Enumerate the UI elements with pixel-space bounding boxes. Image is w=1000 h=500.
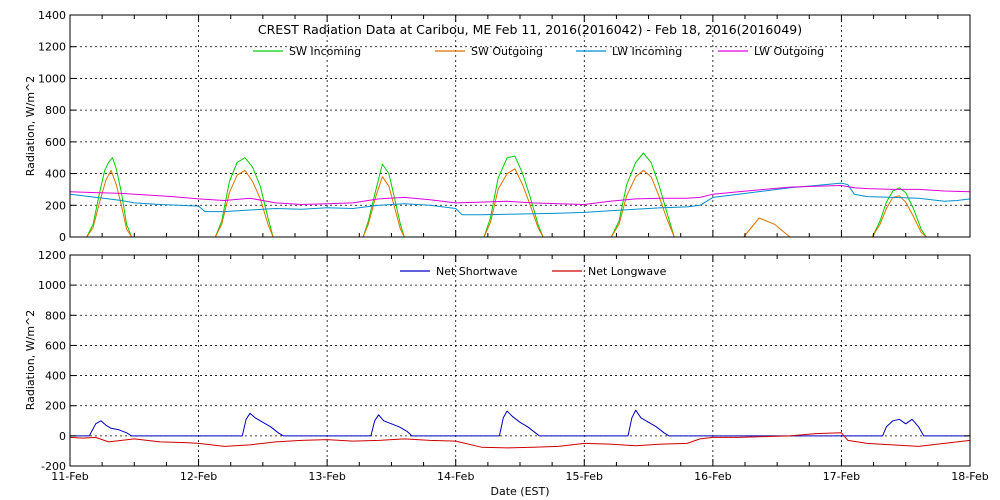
bottom-y-tick-label: 600 xyxy=(45,339,66,352)
top-y-axis-label: Radiation, W/m^2 xyxy=(24,76,37,177)
legend-label-sw-incoming: SW Incoming xyxy=(289,45,361,58)
bottom-panel-frame xyxy=(69,254,971,467)
top-y-tick-label: 1200 xyxy=(38,41,66,54)
bottom-y-axis-label: Radiation, W/m^2 xyxy=(24,310,37,411)
x-tick-label: 14-Feb xyxy=(437,470,474,483)
bottom-y-tick-label: 400 xyxy=(45,370,66,383)
top-y-tick-label: 400 xyxy=(45,168,66,181)
top-y-tick-label: 800 xyxy=(45,104,66,117)
series-sw-outgoing xyxy=(70,168,970,238)
x-tick-label: 12-Feb xyxy=(180,470,217,483)
top-y-tick-label: 1400 xyxy=(38,9,66,22)
x-tick-label: 18-Feb xyxy=(951,470,988,483)
bottom-y-tick-label: 800 xyxy=(45,309,66,322)
series-lw-outgoing xyxy=(69,185,971,205)
bottom-y-tick-label: 1200 xyxy=(38,249,66,262)
bottom-y-tick-label: 0 xyxy=(59,430,66,443)
series-sw-incoming xyxy=(70,152,970,238)
series-net-longwave xyxy=(69,432,971,449)
top-panel: 0 200 400 600 800 1000 1200 1400 CREST Radiatio… xyxy=(24,9,971,244)
x-tick-label: 13-Feb xyxy=(308,470,345,483)
bottom-y-tick-label: -200 xyxy=(41,460,66,473)
bottom-y-tick-label: 200 xyxy=(45,400,66,413)
top-y-tick-label: 1000 xyxy=(38,72,66,85)
top-y-tick-label: 600 xyxy=(45,136,66,149)
bottom-panel: -200 0 200 400 600 800 1000 1200 Radiation, W/m… xyxy=(24,249,989,498)
x-axis-label: Date (EST) xyxy=(490,485,549,498)
x-tick-label: 17-Feb xyxy=(823,470,860,483)
top-y-tick-label: 0 xyxy=(59,231,66,244)
legend-label-net-shortwave: Net Shortwave xyxy=(436,265,518,278)
top-y-tick-label: 200 xyxy=(45,199,66,212)
legend-label-net-longwave: Net Longwave xyxy=(588,265,667,278)
series-lw-incoming xyxy=(69,182,971,216)
x-tick-label: 15-Feb xyxy=(566,470,603,483)
legend-label-lw-outgoing: LW Outgoing xyxy=(754,45,824,58)
x-tick-label: 11-Feb xyxy=(51,470,88,483)
chart-title: CREST Radiation Data at Caribou, ME Feb … xyxy=(258,22,802,37)
legend-label-lw-incoming: LW Incoming xyxy=(612,45,682,58)
bottom-y-tick-label: 1000 xyxy=(38,279,66,292)
series-net-shortwave xyxy=(70,409,970,437)
x-tick-label: 16-Feb xyxy=(694,470,731,483)
legend-label-sw-outgoing: SW Outgoing xyxy=(471,45,543,58)
